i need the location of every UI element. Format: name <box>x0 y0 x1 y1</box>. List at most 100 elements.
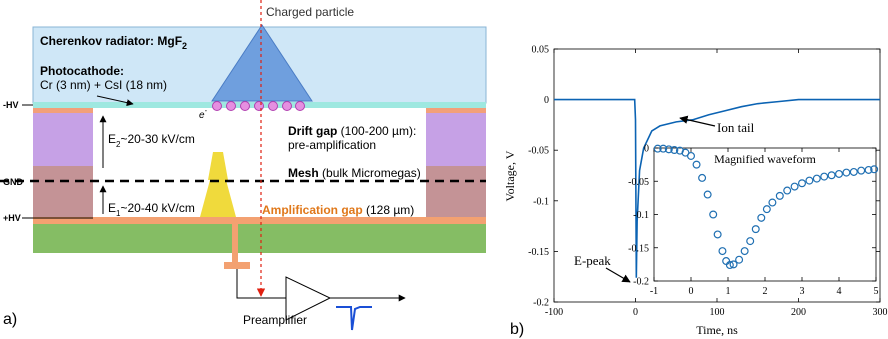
inset-y-tick-label: -0.15 <box>628 243 649 254</box>
e1-field-label: E1~20-40 kV/cm <box>108 201 195 218</box>
main-ticks: -1 0 0 0 100 200 300 0.05 0 -0.05 -0.1 -0.15 -0.2 <box>528 45 887 319</box>
inset-y-tick-label: -0.2 <box>633 277 649 288</box>
photocathode-pointer <box>96 95 134 107</box>
inset-x-tick-label: 1 <box>726 286 731 297</box>
main-x-tick-label: 0 <box>633 307 638 318</box>
inset-data-point <box>675 146 684 155</box>
inset-x-tick-label: 5 <box>874 286 879 297</box>
inset-ticks: -1 0 1 2 3 4 5 0 -0.05 -0.1 -0.15 -0.2 <box>628 144 878 298</box>
inset-data-point <box>686 151 695 160</box>
inset-x-tick-label: 3 <box>800 286 805 297</box>
inset-y-tick-label: 0 <box>644 144 649 155</box>
left-drift-pillar <box>33 113 93 166</box>
inset-data-point <box>849 167 858 176</box>
main-x-tick-label: 100 <box>710 307 725 318</box>
right-spacer-top <box>426 108 486 113</box>
output-pulse <box>336 306 372 331</box>
main-x-tick-label: 300 <box>873 307 888 318</box>
main-y-tick-label: -0.2 <box>533 298 549 309</box>
y-axis-label: Voltage, V <box>503 150 517 201</box>
electron <box>282 101 292 111</box>
mesh-label: Mesh (bulk Micromegas) <box>288 166 421 180</box>
inset-data-point <box>757 213 766 222</box>
left-spacer-top <box>33 108 93 113</box>
inset-data-point <box>713 230 722 239</box>
inset-data-point <box>842 168 851 177</box>
inset-x-tick-label: -1 <box>650 286 658 297</box>
inset-data-point <box>790 182 799 191</box>
electron <box>212 101 222 111</box>
anode-right <box>426 217 486 224</box>
photoelectrons <box>212 101 305 111</box>
waveform-line <box>554 98 880 278</box>
e2-field-label: E2~20-30 kV/cm <box>108 132 195 149</box>
signal-via <box>232 224 238 263</box>
x-axis-label: Time, ns <box>696 323 738 337</box>
inset-data-point <box>820 172 829 181</box>
inset-data-point <box>751 225 760 234</box>
ion-tail-arrow <box>679 115 716 127</box>
ion-tail-label: Ion tail <box>717 120 755 135</box>
inset-points <box>653 144 879 270</box>
panel-b-label: b) <box>510 321 524 338</box>
inset-data-point <box>670 146 679 155</box>
inset-y-tick-label: -0.05 <box>628 177 649 188</box>
electron <box>240 101 250 111</box>
e-peak-label: E-peak <box>574 253 611 268</box>
inset-data-point <box>746 237 755 246</box>
inset-data-point <box>762 205 771 214</box>
photocathode-detail: Cr (3 nm) + CsI (18 nm) <box>40 78 167 92</box>
inset-data-point <box>653 144 662 153</box>
gnd-label: GND <box>3 177 24 187</box>
inset-data-point <box>735 255 744 264</box>
inset-x-tick-label: 0 <box>689 286 694 297</box>
anode-strip <box>93 217 426 224</box>
inset-data-point <box>698 173 707 182</box>
right-amp-pillar <box>426 166 486 218</box>
left-amp-pillar <box>33 166 93 218</box>
inset-data-point <box>783 186 792 195</box>
main-y-tick-label: 0.05 <box>532 45 550 56</box>
inset-data-point <box>768 198 777 207</box>
inset-data-point <box>827 171 836 180</box>
main-y-tick-label: -0.05 <box>528 146 549 157</box>
pcb-board <box>33 224 486 253</box>
inset-data-point <box>692 160 701 169</box>
inset-data-point <box>870 165 879 174</box>
inset-data-point <box>729 260 738 269</box>
electron-label: e- <box>199 108 208 121</box>
inset-data-point <box>664 145 673 154</box>
particle-label: Charged particle <box>266 5 354 19</box>
inset-x-tick-label: 4 <box>837 286 842 297</box>
inset-x-tick-label: 2 <box>763 286 768 297</box>
main-y-tick-label: 0 <box>544 95 549 106</box>
inset-data-point <box>812 174 821 183</box>
detector-diagram: e- Charged particle -HV GND +HV E2~20-30… <box>0 0 487 331</box>
photocathode-title: Photocathode: <box>40 64 124 78</box>
inset-data-point <box>740 247 749 256</box>
signal-pad <box>224 262 250 269</box>
magnified-waveform-inset: -1 0 1 2 3 4 5 0 -0.05 -0.1 -0.15 -0.2 Magnified wa… <box>628 144 878 298</box>
anode-left <box>33 217 93 224</box>
inset-data-point <box>857 166 866 175</box>
main-y-tick-label: -0.15 <box>528 247 549 258</box>
inset-data-point <box>703 190 712 199</box>
panel-a-label: a) <box>3 311 17 328</box>
inset-data-point <box>775 191 784 200</box>
main-y-tick-label: -0.1 <box>533 196 549 207</box>
inset-title: Magnified waveform <box>714 152 816 166</box>
preamp-symbol <box>285 276 332 321</box>
inset-data-point <box>834 169 843 178</box>
main-x-tick-label: 200 <box>791 307 806 318</box>
inset-data-point <box>659 144 668 153</box>
electron <box>226 101 236 111</box>
amplification-avalanche <box>200 180 236 217</box>
electron <box>268 101 278 111</box>
e-peak-arrow <box>605 267 631 283</box>
drift-gap-label: Drift gap (100-200 µm): <box>288 124 416 138</box>
amp-gap-label: Amplification gap (128 µm) <box>262 203 414 217</box>
drift-gap-label-2: pre-amplification <box>288 138 376 152</box>
preamp-label: Preamplifier <box>243 313 307 327</box>
drift-avalanche <box>208 152 228 180</box>
